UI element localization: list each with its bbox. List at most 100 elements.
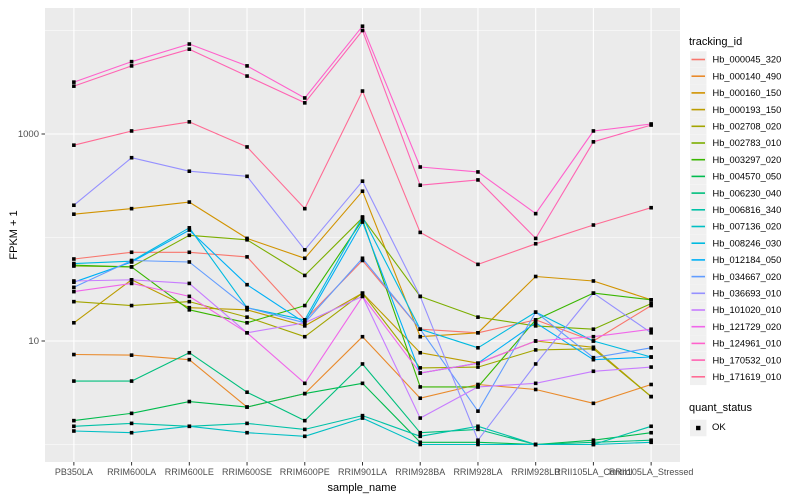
legend-label-Hb_002783_010: Hb_002783_010 (713, 138, 782, 148)
data-point (418, 366, 423, 370)
data-point (72, 203, 76, 208)
data-point (360, 28, 365, 33)
data-point (418, 416, 423, 420)
data-point (72, 352, 76, 357)
x-tick-label: RRIM928LB (511, 467, 560, 477)
legend-label-Hb_036693_010: Hb_036693_010 (713, 289, 782, 299)
data-point (360, 413, 365, 418)
data-point (302, 418, 307, 423)
x-tick-label: RRIM600LE (165, 467, 214, 477)
data-point (302, 248, 307, 252)
data-point (591, 357, 596, 362)
data-point (129, 258, 134, 263)
data-point (591, 291, 596, 295)
data-point (476, 424, 480, 429)
data-point (649, 355, 653, 359)
data-point (533, 274, 538, 279)
data-point (302, 434, 307, 439)
data-point (187, 294, 192, 299)
x-tick-label: RRII105LA_Stressed (609, 467, 694, 477)
data-point (129, 281, 134, 286)
data-point (418, 440, 423, 445)
y-tick-label: 10 (28, 336, 39, 347)
data-point (591, 327, 596, 332)
data-point (72, 212, 76, 216)
data-point (418, 396, 423, 401)
data-point (302, 391, 307, 396)
data-point (302, 303, 307, 308)
data-point (418, 442, 423, 447)
data-point (649, 298, 653, 302)
data-point (187, 226, 192, 230)
data-point (187, 308, 192, 312)
data-point (418, 327, 423, 332)
data-point (649, 123, 653, 127)
x-tick-label: RRIM600LA (107, 467, 156, 477)
x-tick-label: PB350LA (55, 467, 93, 477)
data-point (245, 405, 249, 409)
data-point (418, 165, 423, 169)
data-point (591, 401, 596, 406)
data-point (360, 334, 365, 339)
legend-label-Hb_000193_150: Hb_000193_150 (713, 105, 782, 115)
data-point (649, 303, 653, 308)
data-point (360, 189, 365, 194)
data-point (418, 183, 423, 188)
data-point (649, 327, 653, 332)
data-point (649, 394, 653, 399)
data-point (591, 334, 596, 339)
data-point (360, 416, 365, 420)
data-point (418, 230, 423, 235)
data-point (476, 365, 480, 369)
y-tick-label: 1000 (18, 129, 39, 140)
data-point (245, 315, 249, 319)
data-point (245, 145, 249, 149)
data-point (476, 442, 480, 447)
data-point (591, 355, 596, 360)
data-point (129, 353, 134, 357)
data-point (476, 170, 480, 174)
legend-label-Hb_003297_020: Hb_003297_020 (713, 155, 782, 165)
data-point (187, 305, 192, 310)
y-axis-title: FPKM + 1 (8, 210, 20, 260)
data-point (129, 379, 134, 383)
data-point (187, 42, 192, 46)
data-point (129, 265, 134, 269)
data-point (245, 308, 249, 312)
data-point (302, 206, 307, 211)
data-point (591, 440, 596, 445)
data-point (245, 320, 249, 325)
legend-label-Hb_006816_340: Hb_006816_340 (713, 205, 782, 215)
data-point (245, 64, 249, 68)
data-point (187, 399, 192, 404)
data-point (591, 223, 596, 227)
data-point (533, 236, 538, 241)
data-point (360, 215, 365, 219)
data-point (649, 424, 653, 429)
data-point (360, 294, 365, 299)
data-point (360, 220, 365, 224)
data-point (187, 260, 192, 264)
data-point (476, 361, 480, 366)
data-point (533, 318, 538, 322)
legend-label-Hb_004570_050: Hb_004570_050 (713, 172, 782, 182)
data-point (72, 80, 76, 84)
data-point (476, 385, 480, 389)
data-point (187, 424, 192, 429)
data-point (533, 324, 538, 328)
data-point (476, 427, 480, 432)
data-point (302, 334, 307, 339)
data-point (533, 442, 538, 447)
data-point (476, 438, 480, 443)
legend-label-Hb_034667_020: Hb_034667_020 (713, 272, 782, 282)
data-point (418, 334, 423, 339)
legend-label-Hb_171619_010: Hb_171619_010 (713, 372, 782, 382)
data-point (360, 179, 365, 183)
data-point (245, 74, 249, 78)
data-point (649, 205, 653, 210)
data-point (533, 211, 538, 216)
legend-label-Hb_124961_010: Hb_124961_010 (713, 339, 782, 349)
data-point (360, 381, 365, 386)
data-point (129, 64, 134, 68)
x-axis-title: sample_name (327, 482, 397, 494)
